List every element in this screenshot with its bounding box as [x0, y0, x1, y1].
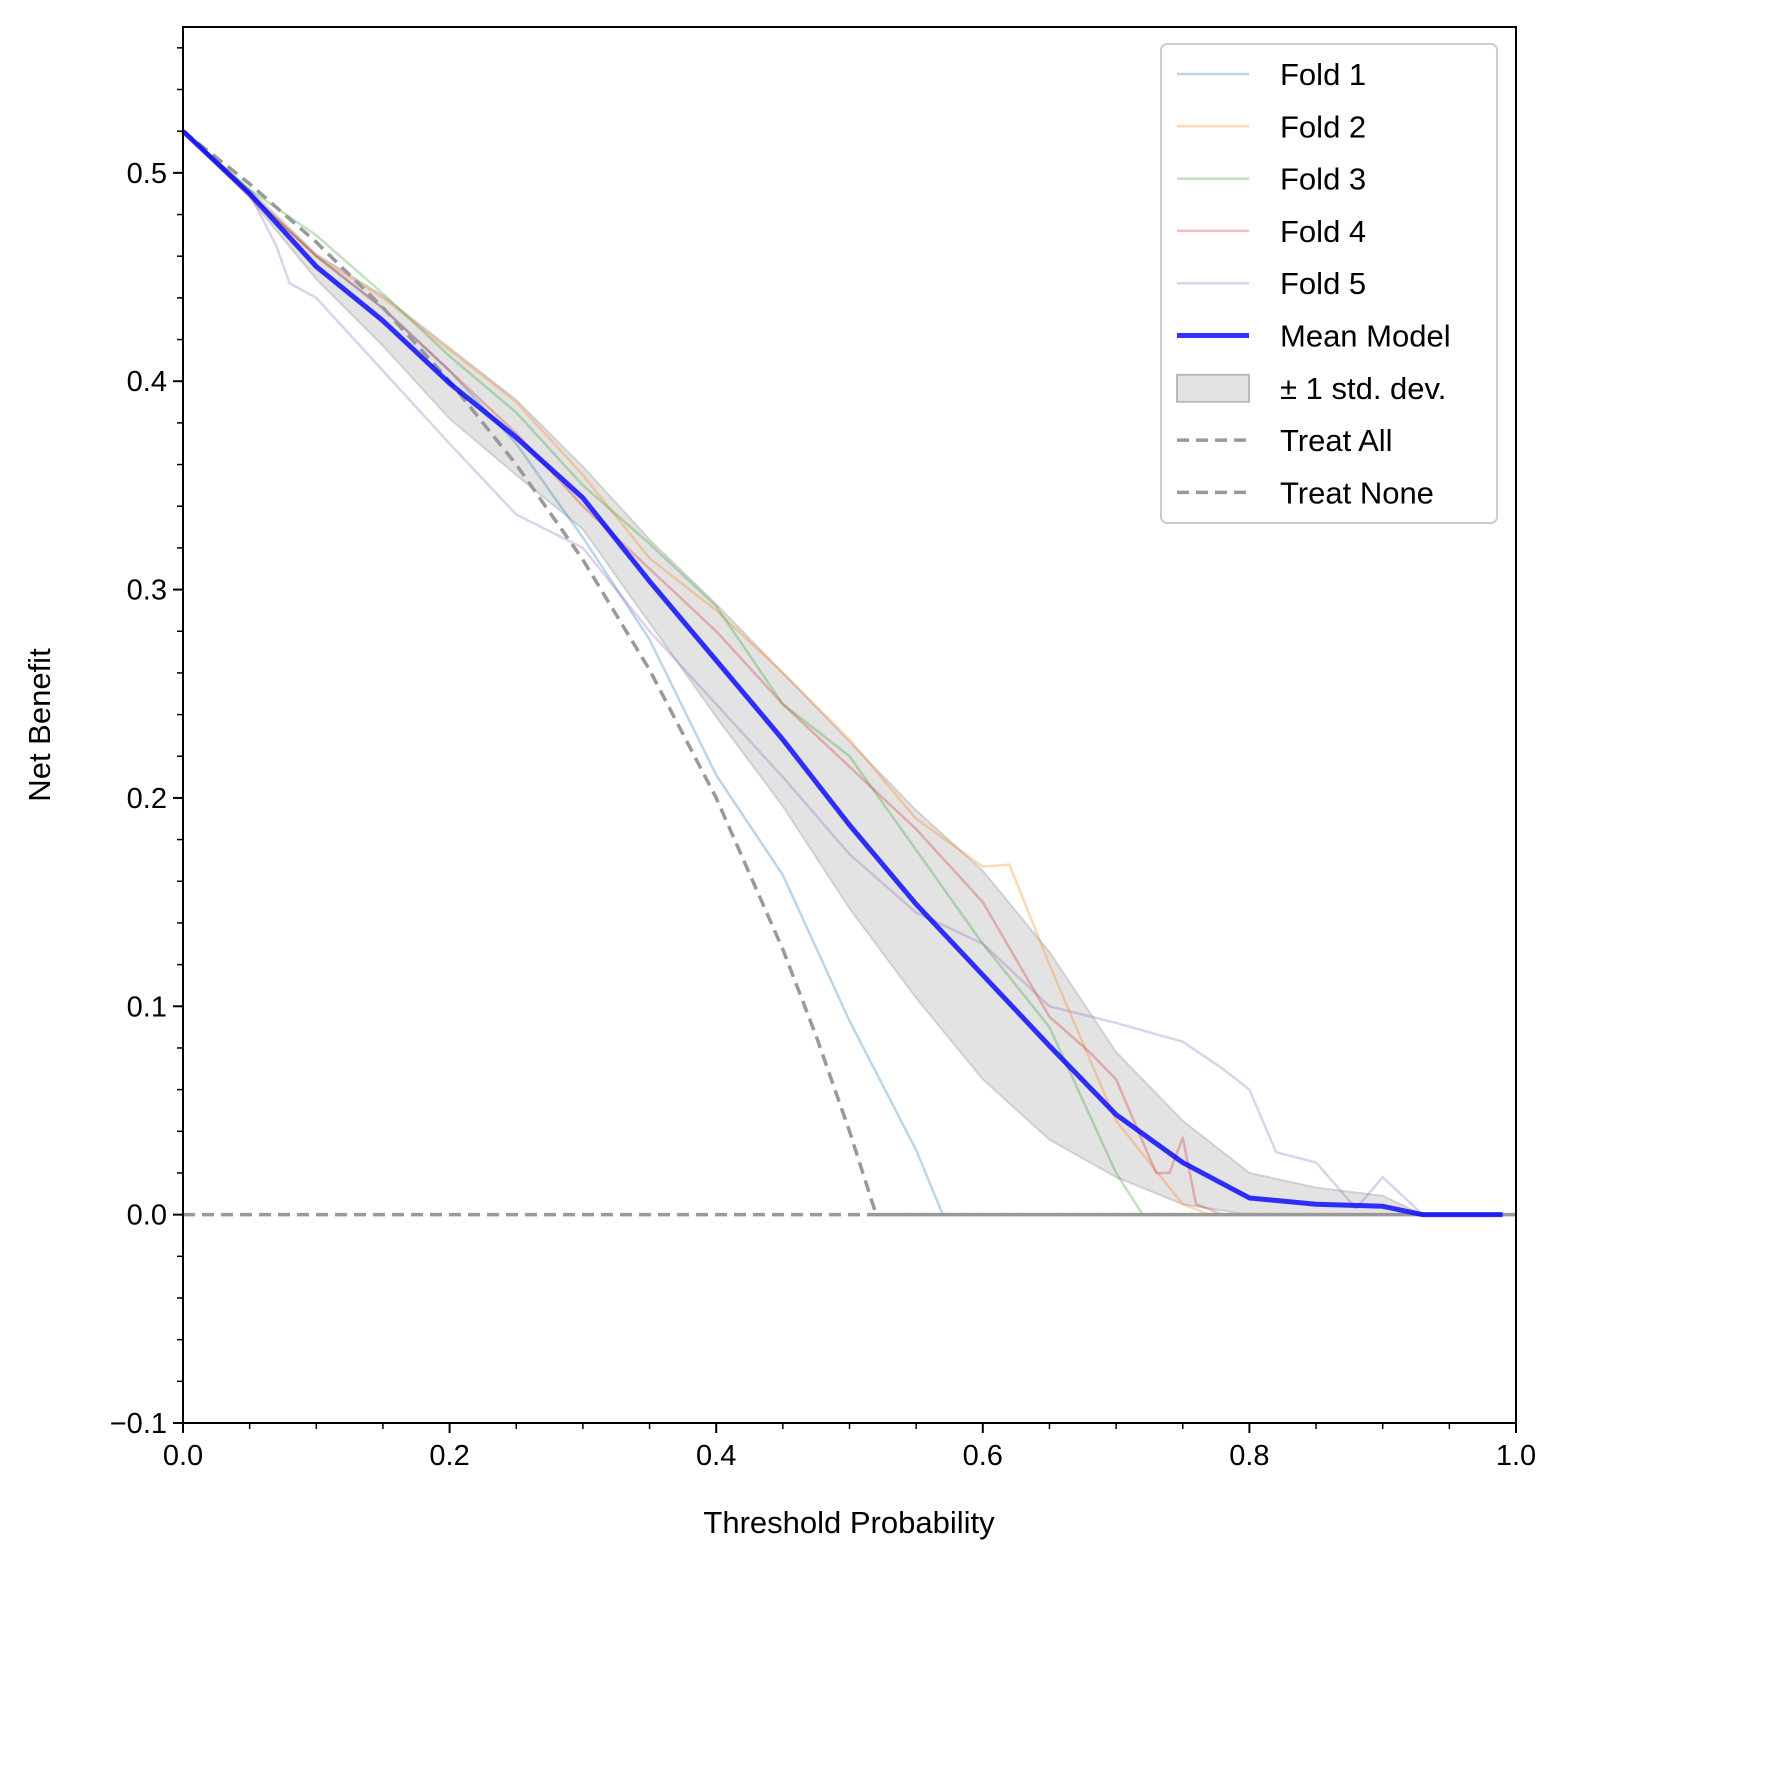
legend-label: Fold 3: [1280, 162, 1366, 197]
legend-swatch-std-dev: [1176, 373, 1250, 403]
legend-label: Mean Model: [1280, 319, 1451, 354]
y-tick-label: −0.1: [110, 1408, 167, 1440]
series-line-fold-2: [182, 130, 1516, 1216]
x-tick-label: 0.2: [429, 1440, 469, 1472]
legend-label: Treat All: [1280, 423, 1393, 458]
legend-label: Fold 4: [1280, 214, 1366, 249]
legend: Fold 1 Fold 2 Fold 3 Fold 4 Fold 5 Mean Model…: [1160, 43, 1498, 524]
series-line-fold-5: [182, 130, 1516, 1216]
x-tick-label: 0.8: [1229, 1440, 1269, 1472]
y-tick-label: 0.2: [127, 783, 167, 815]
series-line-fold-4: [182, 130, 1516, 1216]
legend-label: Fold 5: [1280, 266, 1366, 301]
legend-frame: [1160, 43, 1498, 524]
y-tick-label: 0.1: [127, 991, 167, 1023]
legend-label: Fold 2: [1280, 109, 1366, 144]
x-tick-label: 0.0: [163, 1440, 203, 1472]
axis-ticks: 0.0 0.2 0.4 0.6 0.8 1.0−0.10.00.10.20.30.40.5: [110, 47, 1536, 1472]
x-tick-label: 0.6: [963, 1440, 1003, 1472]
y-tick-label: 0.4: [127, 366, 167, 398]
x-tick-label: 0.4: [696, 1440, 736, 1472]
y-tick-label: 0.0: [127, 1200, 167, 1232]
series-line-treat-all: [181, 129, 1516, 1217]
y-tick-label: 0.3: [127, 575, 167, 607]
series-line-mean-model: [181, 129, 1503, 1218]
y-tick-label: 0.5: [127, 158, 167, 190]
std-dev-band: [182, 130, 1503, 1216]
plot-area: [181, 129, 1516, 1218]
x-tick-label: 1.0: [1496, 1440, 1536, 1472]
legend-label: ± 1 std. dev.: [1280, 371, 1446, 406]
legend-label: Fold 1: [1280, 57, 1366, 92]
y-axis-label: Net Benefit: [22, 648, 57, 802]
legend-label: Treat None: [1280, 475, 1434, 510]
x-axis-label: Threshold Probability: [703, 1505, 995, 1540]
